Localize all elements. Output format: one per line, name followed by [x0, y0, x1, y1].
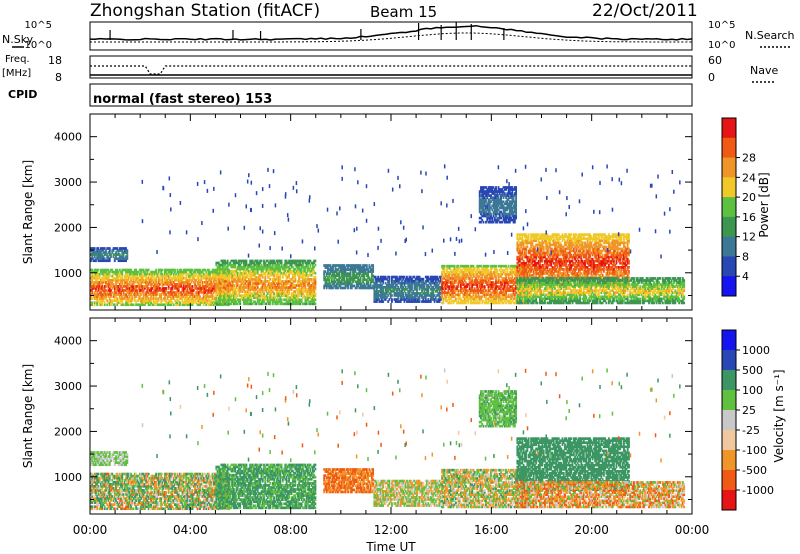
power-cell	[155, 269, 157, 272]
power-cell	[174, 269, 176, 272]
sky-ytick-top-left: 10^5	[25, 20, 52, 31]
sky-ytick-top-right: 10^5	[708, 20, 735, 31]
power-cell	[314, 276, 316, 279]
nave-label: Nave	[750, 64, 778, 77]
power-cell	[314, 260, 316, 263]
power-cell	[391, 294, 393, 297]
power-cell	[227, 260, 229, 263]
power-cell	[495, 265, 497, 268]
cpid-label: CPID	[8, 88, 37, 101]
power-cell	[173, 303, 175, 306]
power-cell	[314, 264, 316, 267]
nave-tick-bottom: 0	[708, 71, 715, 84]
summary-chart: Zhongshan Station (fitACF) Beam 15 22/Oc…	[0, 0, 800, 554]
freq-tick-top: 18	[48, 54, 62, 67]
power-cell	[273, 292, 275, 295]
power-cell	[104, 301, 106, 304]
beam-label: Beam 15	[370, 3, 437, 21]
freq-tick-bottom: 8	[55, 71, 62, 84]
superdarn-summary-plot: Zhongshan Station (fitACF) Beam 15 22/Oc…	[0, 0, 800, 554]
freq-label-line2: [MHz]	[2, 68, 31, 79]
power-cell	[388, 276, 390, 279]
power-cell	[246, 260, 248, 263]
power-cell	[455, 298, 457, 301]
power-cell	[484, 285, 486, 288]
sky-ytick-bottom-left: 10^0	[25, 40, 52, 51]
nave-tick-top: 60	[708, 54, 722, 67]
power-cell	[366, 264, 368, 267]
nave-trace	[90, 66, 692, 74]
power-cell	[114, 303, 116, 306]
date-label: 22/Oct/2011	[592, 1, 698, 21]
power-cell	[98, 269, 100, 272]
power-cell	[474, 267, 476, 270]
power-cell	[109, 247, 111, 250]
power-cell	[444, 265, 446, 268]
power-cell	[483, 221, 485, 224]
power-cell	[281, 298, 283, 301]
freq-label-line1: Freq.	[5, 54, 30, 65]
power-cell	[133, 303, 135, 306]
power-cell	[94, 247, 96, 250]
sky-spikes	[110, 22, 504, 40]
power-cell	[91, 301, 93, 304]
power-cell	[314, 298, 316, 301]
power-cell	[179, 301, 181, 304]
power-cell	[161, 269, 163, 272]
power-cell	[372, 264, 374, 267]
power-cell	[261, 260, 263, 263]
power-cell	[233, 284, 235, 287]
power-cell	[228, 278, 230, 281]
power-cell	[281, 260, 283, 263]
sky-ytick-bottom-right: 10^0	[708, 40, 735, 51]
power-cell	[165, 287, 167, 290]
power-cell	[148, 269, 150, 272]
power-cell	[496, 269, 498, 272]
power-scatter	[90, 164, 685, 306]
power-cell	[490, 213, 492, 216]
power-cell	[372, 278, 374, 281]
search-trace	[90, 33, 692, 42]
power-cell	[391, 298, 393, 301]
power-cell	[422, 278, 424, 281]
station-title: Zhongshan Station (fitACF)	[90, 1, 320, 21]
power-cell	[488, 265, 490, 268]
power-cell	[314, 292, 316, 295]
sky-panel-frame	[90, 22, 692, 50]
power-cell	[314, 303, 316, 306]
cpid-value: normal (fast stereo) 153	[93, 92, 272, 107]
power-cell	[314, 272, 316, 275]
power-cell	[269, 278, 271, 281]
power-cell	[192, 285, 194, 288]
sky-right-label: N.Search	[745, 29, 795, 42]
power-cell	[126, 249, 128, 252]
